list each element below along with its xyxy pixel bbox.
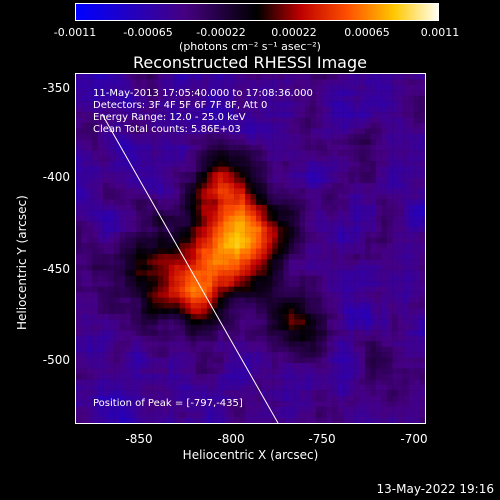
- colorbar-units: (photons cm⁻² s⁻¹ asec⁻²): [179, 40, 321, 53]
- y-axis-label: Heliocentric Y (arcsec): [15, 195, 29, 330]
- y-tick-label: -450: [42, 262, 70, 276]
- clean-counts-label: Clean Total counts: 5.86E+03: [93, 124, 241, 135]
- x-tick-label: -750: [308, 432, 336, 446]
- colorbar-tick: -0.00065: [123, 26, 173, 39]
- colorbar-tick: 0.0011: [420, 26, 460, 39]
- image-plot: 11-May-2013 17:05:40.000 to 17:08:36.000…: [75, 73, 426, 424]
- detectors-label: Detectors: 3F 4F 5F 6F 7F 8F, Att 0: [93, 100, 268, 111]
- peak-position-label: Position of Peak = [-797,-435]: [93, 398, 243, 409]
- render-timestamp: 13-May-2022 19:16: [376, 482, 494, 496]
- plot-title: Reconstructed RHESSI Image: [133, 53, 367, 72]
- colorbar-tick: -0.0011: [53, 26, 97, 39]
- colorbar-tick: 0.00065: [344, 26, 390, 39]
- x-axis-label: Heliocentric X (arcsec): [182, 448, 319, 462]
- x-tick-label: -850: [125, 432, 153, 446]
- colorbar: [75, 3, 439, 21]
- y-tick-label: -500: [42, 353, 70, 367]
- colorbar-tick: -0.00022: [196, 26, 246, 39]
- x-tick-label: -700: [400, 432, 428, 446]
- y-tick-label: -350: [42, 81, 70, 95]
- time-range-label: 11-May-2013 17:05:40.000 to 17:08:36.000: [93, 88, 313, 99]
- energy-range-label: Energy Range: 12.0 - 25.0 keV: [93, 112, 246, 123]
- colorbar-tick: 0.00022: [271, 26, 317, 39]
- y-tick-label: -400: [42, 170, 70, 184]
- x-tick-label: -800: [217, 432, 245, 446]
